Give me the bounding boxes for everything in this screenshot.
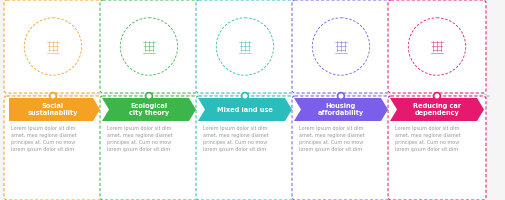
Text: Lorem ipsum dolor sit dim
amet, mea regione diamet
principes at. Cum no movi
lor: Lorem ipsum dolor sit dim amet, mea regi… [395, 126, 461, 152]
Circle shape [433, 92, 440, 99]
Polygon shape [390, 98, 484, 121]
Circle shape [51, 94, 55, 98]
Text: Mixed land use: Mixed land use [217, 106, 273, 112]
FancyBboxPatch shape [388, 96, 486, 200]
Text: Lorem ipsum dolor sit dim
amet, mea regione diamet
principes at. Cum no movi
lor: Lorem ipsum dolor sit dim amet, mea regi… [299, 126, 365, 152]
FancyBboxPatch shape [100, 96, 198, 200]
FancyBboxPatch shape [196, 0, 294, 93]
Polygon shape [294, 98, 388, 121]
FancyBboxPatch shape [292, 0, 390, 93]
Text: Ecological
city theory: Ecological city theory [129, 103, 169, 116]
Text: Lorem ipsum dolor sit dim
amet, mea regione diamet
principes at. Cum no movi
lor: Lorem ipsum dolor sit dim amet, mea regi… [107, 126, 173, 152]
Circle shape [337, 92, 344, 99]
Circle shape [435, 94, 439, 98]
FancyBboxPatch shape [100, 0, 198, 93]
Polygon shape [9, 98, 100, 121]
FancyBboxPatch shape [4, 96, 102, 200]
Text: Lorem ipsum dolor sit dim
amet, mea regione diamet
principes at. Cum no movi
lor: Lorem ipsum dolor sit dim amet, mea regi… [203, 126, 269, 152]
Circle shape [145, 92, 153, 99]
Circle shape [49, 92, 57, 99]
Circle shape [339, 94, 343, 98]
FancyBboxPatch shape [388, 0, 486, 93]
Circle shape [243, 94, 247, 98]
Text: Lorem ipsum dolor sit dim
amet, mea regione diamet
principes at. Cum no movi
lor: Lorem ipsum dolor sit dim amet, mea regi… [11, 126, 77, 152]
Text: Reducing car
dependency: Reducing car dependency [413, 103, 461, 116]
Text: Housing
affordability: Housing affordability [318, 103, 364, 116]
FancyBboxPatch shape [4, 0, 102, 93]
FancyBboxPatch shape [292, 96, 390, 200]
FancyBboxPatch shape [196, 96, 294, 200]
Circle shape [241, 92, 248, 99]
Polygon shape [102, 98, 196, 121]
Text: Social
sustainability: Social sustainability [28, 103, 78, 116]
Polygon shape [198, 98, 292, 121]
Circle shape [147, 94, 151, 98]
